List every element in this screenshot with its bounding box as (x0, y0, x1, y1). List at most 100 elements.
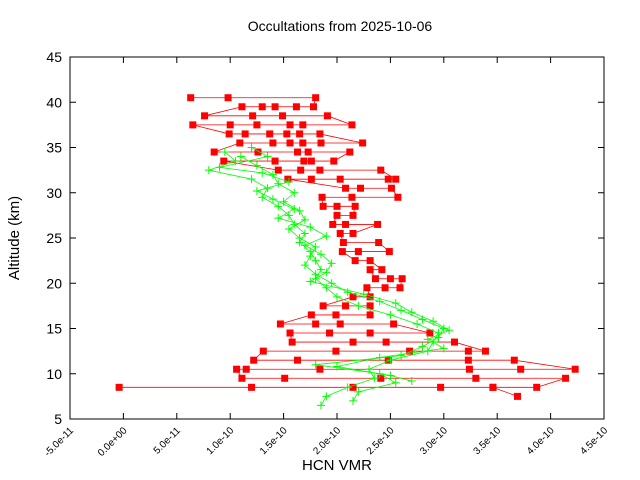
data-point (252, 161, 261, 170)
data-point (296, 130, 304, 138)
data-point (464, 356, 472, 364)
data-point (346, 148, 354, 156)
data-point (342, 220, 350, 228)
data-point (311, 270, 320, 279)
data-point (396, 284, 404, 292)
y-tick-label: 20 (46, 275, 62, 291)
data-point (371, 275, 379, 283)
data-point (366, 329, 374, 337)
data-point (220, 157, 228, 165)
data-point (326, 329, 334, 337)
data-point (310, 103, 318, 111)
data-point (300, 215, 309, 224)
data-point (339, 239, 347, 247)
data-point (397, 306, 406, 315)
x-tick-label: -5.0e-11 (43, 425, 77, 459)
data-point (382, 338, 390, 346)
data-point (418, 342, 427, 351)
data-point (359, 290, 368, 299)
data-point (297, 166, 305, 174)
data-point (311, 360, 320, 369)
data-point (333, 362, 341, 371)
data-point (295, 206, 304, 215)
green-occultations (204, 143, 454, 410)
data-point (356, 184, 364, 192)
data-point (284, 177, 293, 186)
data-point (290, 205, 299, 214)
data-point (327, 279, 336, 288)
data-point (381, 284, 389, 292)
data-point (359, 139, 367, 147)
data-point (316, 401, 325, 410)
data-point (187, 94, 195, 102)
data-point (349, 383, 357, 391)
data-point (437, 383, 445, 391)
data-point (215, 163, 224, 172)
data-point (464, 347, 472, 355)
y-tick-label: 10 (46, 366, 62, 382)
y-tick-label: 35 (46, 140, 62, 156)
data-point (271, 103, 279, 111)
data-point (276, 320, 284, 328)
data-point (318, 193, 326, 201)
data-point (236, 139, 244, 147)
data-point (201, 112, 209, 120)
data-point (189, 121, 197, 129)
data-point (330, 157, 338, 165)
data-point (258, 103, 266, 111)
data-point (426, 329, 434, 337)
data-point (375, 353, 384, 362)
data-point (286, 121, 294, 129)
profile-line (219, 147, 451, 382)
red-occultations (115, 94, 579, 400)
data-point (266, 130, 274, 138)
data-point (533, 383, 541, 391)
data-point (279, 112, 287, 120)
data-point (253, 121, 261, 129)
data-point (349, 338, 357, 346)
data-point (363, 284, 371, 292)
series-layer (115, 94, 579, 410)
data-point (225, 130, 233, 138)
data-point (306, 223, 315, 232)
data-point (322, 392, 331, 401)
data-point (292, 103, 300, 111)
data-point (354, 387, 363, 396)
data-point (247, 175, 256, 184)
data-point (465, 365, 473, 373)
data-point (299, 139, 307, 147)
profile-line (492, 386, 518, 397)
x-tick-label: 2.5e-10 (365, 425, 397, 457)
data-point (370, 374, 379, 383)
data-point (429, 317, 438, 326)
data-point (333, 211, 341, 219)
data-point (333, 292, 341, 301)
data-point (366, 311, 374, 319)
data-point (349, 229, 357, 237)
data-point (248, 383, 256, 391)
data-point (247, 143, 256, 152)
data-point (472, 374, 480, 382)
data-point (349, 293, 357, 301)
data-point (423, 335, 432, 344)
data-point (274, 179, 283, 188)
data-point (316, 250, 325, 259)
data-point (354, 301, 363, 310)
data-point (304, 148, 312, 156)
x-tick-label: 3.5e-10 (472, 425, 504, 457)
y-tick-label: 30 (46, 185, 62, 201)
data-point (366, 266, 374, 274)
data-point (290, 188, 299, 197)
data-point (283, 130, 291, 138)
x-tick-label: 1.5e-10 (258, 425, 290, 457)
data-point (269, 139, 277, 147)
y-tick-label: 25 (46, 230, 62, 246)
data-point (387, 184, 395, 192)
data-point (268, 170, 277, 179)
data-point (204, 166, 213, 175)
data-point (450, 338, 458, 346)
data-point (375, 239, 383, 247)
data-point (284, 224, 293, 233)
data-point (316, 265, 325, 274)
data-point (316, 130, 324, 138)
